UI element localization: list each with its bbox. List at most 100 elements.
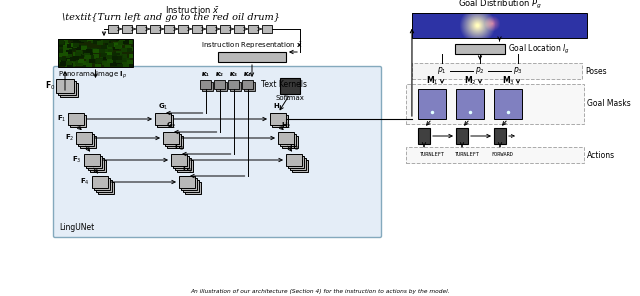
Bar bbox=[92, 176, 108, 188]
Text: $\mathbf{K}_3$: $\mathbf{K}_3$ bbox=[229, 70, 238, 79]
Bar bbox=[183, 180, 199, 192]
Bar bbox=[290, 158, 306, 170]
Bar bbox=[455, 44, 505, 54]
Text: $\mathbf{G}_3$: $\mathbf{G}_3$ bbox=[173, 143, 184, 153]
Text: Poses: Poses bbox=[585, 67, 607, 75]
Bar bbox=[177, 160, 193, 172]
Text: $K_4$: $K_4$ bbox=[243, 70, 252, 79]
Bar bbox=[248, 25, 258, 33]
Text: $K_2$: $K_2$ bbox=[215, 70, 224, 79]
Text: $\mathbf{F}_1$: $\mathbf{F}_1$ bbox=[56, 114, 66, 124]
Text: $\mathbf{H}_3$: $\mathbf{H}_3$ bbox=[289, 143, 300, 153]
Text: $\mathbf{M}_3$: $\mathbf{M}_3$ bbox=[502, 75, 515, 87]
Text: Instruction Representation $\bar{\mathbf{x}}$: Instruction Representation $\bar{\mathbf… bbox=[201, 41, 303, 51]
Text: $\mathbf{F}_4$: $\mathbf{F}_4$ bbox=[80, 177, 90, 187]
Text: $p_1$: $p_1$ bbox=[437, 65, 447, 76]
FancyBboxPatch shape bbox=[54, 67, 381, 237]
Bar bbox=[280, 134, 296, 146]
Text: $\mathbf{G}_4$: $\mathbf{G}_4$ bbox=[182, 165, 193, 175]
Bar bbox=[262, 25, 272, 33]
Bar bbox=[244, 82, 255, 91]
Bar bbox=[165, 134, 181, 146]
Bar bbox=[406, 84, 584, 124]
Bar bbox=[278, 132, 294, 144]
Text: Actions: Actions bbox=[587, 150, 615, 160]
Bar bbox=[179, 176, 195, 188]
Bar bbox=[164, 25, 174, 33]
Bar bbox=[175, 158, 191, 170]
Bar bbox=[136, 25, 146, 33]
Text: Text Kernels: Text Kernels bbox=[261, 80, 307, 89]
Text: $\mathbf{F}_2$: $\mathbf{F}_2$ bbox=[65, 133, 74, 143]
Bar bbox=[214, 80, 225, 89]
Bar bbox=[185, 182, 201, 194]
Bar bbox=[181, 178, 197, 190]
Bar bbox=[270, 113, 286, 125]
Bar bbox=[282, 136, 298, 148]
Bar bbox=[78, 134, 94, 146]
Text: $K_1$: $K_1$ bbox=[201, 70, 210, 79]
Bar bbox=[202, 82, 213, 91]
Text: $\mathbf{K}_4$: $\mathbf{K}_4$ bbox=[243, 70, 252, 79]
Text: An illustration of our architecture (Section 4) for the instruction to actions b: An illustration of our architecture (Sec… bbox=[190, 289, 450, 294]
Text: \textit{Turn left and go to the red oil drum}: \textit{Turn left and go to the red oil … bbox=[62, 13, 280, 22]
Bar bbox=[84, 154, 100, 166]
Bar bbox=[200, 80, 211, 89]
Bar bbox=[56, 79, 74, 93]
Bar bbox=[70, 115, 86, 127]
Bar bbox=[94, 178, 110, 190]
Bar bbox=[230, 82, 241, 91]
Text: $\mathbf{M}_2$: $\mathbf{M}_2$ bbox=[464, 75, 476, 87]
Bar bbox=[242, 80, 253, 89]
Bar bbox=[171, 154, 187, 166]
Bar bbox=[86, 156, 102, 168]
Bar bbox=[280, 78, 300, 94]
Bar bbox=[456, 89, 484, 119]
Bar bbox=[228, 80, 239, 89]
Bar bbox=[412, 13, 587, 38]
Text: $\mathbf{G}_2$: $\mathbf{G}_2$ bbox=[166, 121, 176, 131]
Bar bbox=[98, 182, 114, 194]
Bar bbox=[80, 136, 96, 148]
Bar bbox=[150, 25, 160, 33]
Bar bbox=[108, 25, 118, 33]
Text: $p_2$: $p_2$ bbox=[475, 65, 485, 76]
Text: Goal Distribution $P_g$: Goal Distribution $P_g$ bbox=[458, 0, 541, 11]
Bar bbox=[96, 180, 112, 192]
Text: $K_3$: $K_3$ bbox=[229, 70, 237, 79]
Bar bbox=[58, 81, 76, 95]
Bar bbox=[218, 52, 286, 62]
Bar bbox=[173, 156, 189, 168]
Bar bbox=[155, 113, 171, 125]
Bar bbox=[122, 25, 132, 33]
Bar bbox=[88, 158, 104, 170]
Text: Softmax: Softmax bbox=[276, 95, 305, 101]
Text: $\mathbf{K}_2$: $\mathbf{K}_2$ bbox=[215, 70, 224, 79]
Text: Goal Masks: Goal Masks bbox=[587, 99, 631, 109]
Bar bbox=[157, 115, 173, 127]
Text: $\mathbf{F}_0$: $\mathbf{F}_0$ bbox=[45, 80, 55, 92]
Bar bbox=[68, 113, 84, 125]
Bar bbox=[163, 132, 179, 144]
Bar bbox=[206, 25, 216, 33]
Text: Panorama Image $\mathbf{I}_p$: Panorama Image $\mathbf{I}_p$ bbox=[58, 69, 127, 81]
Text: $\mathbf{F}_3$: $\mathbf{F}_3$ bbox=[72, 155, 82, 165]
Bar bbox=[216, 82, 227, 91]
Bar bbox=[456, 128, 468, 144]
Text: TURNLEFT: TURNLEFT bbox=[454, 152, 479, 157]
Bar bbox=[272, 115, 288, 127]
Text: $\mathbf{H}_2$: $\mathbf{H}_2$ bbox=[281, 121, 291, 131]
Bar bbox=[292, 160, 308, 172]
Bar bbox=[418, 128, 430, 144]
Text: LingUNet: LingUNet bbox=[59, 223, 94, 232]
Text: Goal Location $l_g$: Goal Location $l_g$ bbox=[508, 42, 570, 56]
Bar bbox=[220, 25, 230, 33]
Text: $\mathbf{H}_1$: $\mathbf{H}_1$ bbox=[273, 102, 284, 112]
Bar bbox=[494, 128, 506, 144]
Bar bbox=[76, 132, 92, 144]
Bar bbox=[286, 154, 302, 166]
Bar bbox=[234, 25, 244, 33]
Text: $\mathbf{K}_1$: $\mathbf{K}_1$ bbox=[201, 70, 210, 79]
Text: $\mathbf{G}_1$: $\mathbf{G}_1$ bbox=[158, 102, 168, 112]
Text: $p_3$: $p_3$ bbox=[513, 65, 523, 76]
